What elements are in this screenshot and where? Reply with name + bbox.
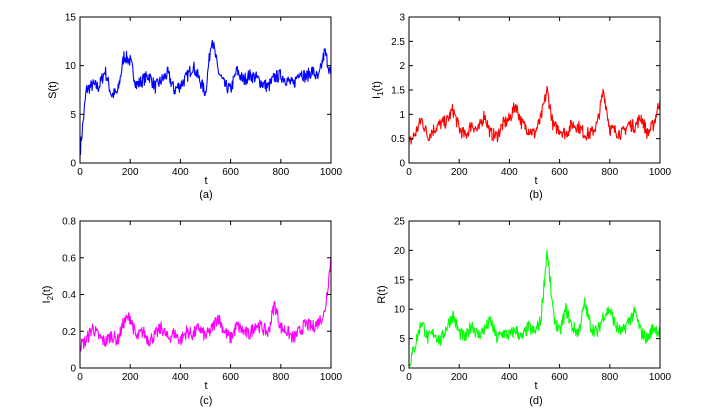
y-tick-label: 0: [70, 159, 76, 170]
y-tick-label: 5: [399, 334, 405, 345]
y-tick-label: 0: [399, 364, 405, 375]
y-tick-label: 0.2: [62, 327, 76, 338]
y-tick-label: 10: [394, 305, 406, 316]
panel-caption: (a): [199, 189, 212, 201]
plot-frame-4: [408, 220, 661, 369]
x-tick-label: 200: [451, 167, 468, 178]
x-tick-label: 1000: [320, 167, 343, 178]
x-tick-label: 1000: [320, 372, 343, 383]
x-tick-label: 0: [406, 167, 412, 178]
y-tick-label: 5: [70, 110, 76, 121]
series-line-3: [79, 257, 332, 352]
x-tick-label: 200: [451, 372, 468, 383]
y-axis-label: I1(t): [371, 81, 385, 99]
x-tick-label: 800: [272, 372, 289, 383]
y-tick-label: 0: [70, 364, 76, 375]
y-tick-label: 3: [399, 13, 405, 24]
y-tick-label: 0.5: [391, 134, 405, 145]
x-axis-label: t: [204, 380, 207, 392]
y-tick-label: 0.6: [62, 253, 76, 264]
x-tick-label: 200: [122, 167, 139, 178]
y-tick-label: 10: [65, 61, 77, 72]
x-axis-label: t: [534, 380, 537, 392]
y-tick-label: 20: [394, 246, 406, 257]
x-tick-label: 800: [601, 167, 618, 178]
y-tick-label: 2.5: [391, 37, 405, 48]
x-tick-label: 0: [77, 167, 83, 178]
x-tick-label: 400: [172, 167, 189, 178]
y-axis-label: R(t): [376, 285, 388, 303]
series-line-2: [408, 85, 661, 145]
y-tick-label: 0: [399, 159, 405, 170]
x-tick-label: 0: [406, 372, 412, 383]
y-axis-label: S(t): [47, 81, 59, 99]
x-tick-label: 800: [601, 372, 618, 383]
x-axis-label: t: [534, 175, 537, 187]
y-tick-label: 2: [399, 61, 405, 72]
plot-frame-2: [408, 16, 661, 164]
y-tick-label: 25: [394, 217, 406, 228]
y-tick-label: 0.8: [62, 217, 76, 228]
panel-caption: (b): [529, 189, 542, 201]
x-tick-label: 1000: [649, 167, 672, 178]
x-tick-label: 600: [551, 372, 568, 383]
plot-frame-3: [79, 220, 332, 369]
y-tick-label: 1: [399, 110, 405, 121]
x-tick-label: 400: [501, 167, 518, 178]
series-line-4: [408, 249, 661, 367]
x-tick-label: 1000: [649, 372, 672, 383]
x-tick-label: 0: [77, 372, 83, 383]
x-tick-label: 600: [551, 167, 568, 178]
x-tick-label: 400: [501, 372, 518, 383]
series-line-1: [79, 39, 332, 156]
x-tick-label: 600: [222, 372, 239, 383]
x-tick-label: 400: [172, 372, 189, 383]
panel-caption: (c): [200, 395, 213, 407]
panel-caption: (d): [529, 395, 542, 407]
x-tick-label: 200: [122, 372, 139, 383]
y-tick-label: 0.4: [62, 290, 76, 301]
y-tick-label: 15: [65, 13, 77, 24]
y-tick-label: 1.5: [391, 86, 405, 97]
y-tick-label: 15: [394, 275, 406, 286]
x-tick-label: 800: [272, 167, 289, 178]
x-tick-label: 600: [222, 167, 239, 178]
plot-frame-1: [79, 16, 332, 164]
x-axis-label: t: [204, 175, 207, 187]
y-axis-label: I2(t): [41, 286, 55, 304]
